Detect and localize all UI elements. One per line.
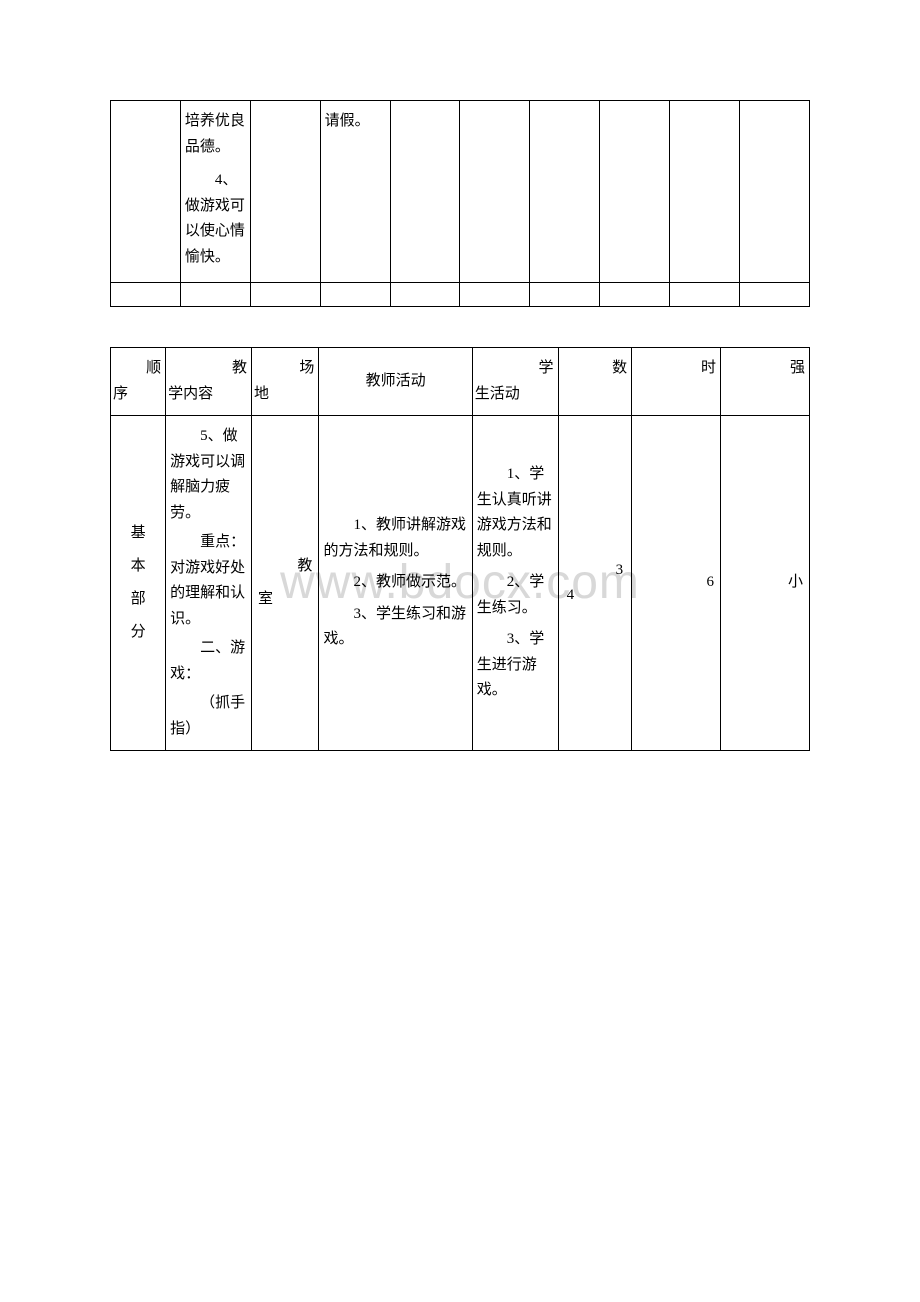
cell xyxy=(390,283,460,307)
cell xyxy=(670,101,740,283)
table-header-row: 顺 序 教 学内容 场 地 教师活动 学 生活动 数 时 强 xyxy=(111,348,810,416)
header-count: 数 xyxy=(558,348,632,416)
lesson-table-upper: 培养优良品德。 4、做游戏可以使心情愉快。 请假。 xyxy=(110,100,810,307)
text: 4、做游戏可以使心情愉快。 xyxy=(185,168,246,270)
cell xyxy=(320,283,390,307)
text: 请假。 xyxy=(325,113,370,129)
text: 2、教师做示范。 xyxy=(323,570,467,596)
cell xyxy=(111,283,181,307)
header-intensity: 强 xyxy=(721,348,810,416)
cell xyxy=(460,283,530,307)
lesson-table-lower: 顺 序 教 学内容 场 地 教师活动 学 生活动 数 时 强 基本部分 5、做游… xyxy=(110,347,810,751)
cell xyxy=(530,283,600,307)
cell-student-activity: 1、学生认真听讲游戏方法和规则。 2、学生练习。 3、学生进行游戏。 xyxy=(472,416,558,751)
cell xyxy=(530,101,600,283)
header-teacher: 教师活动 xyxy=(319,348,472,416)
text: （抓手指） xyxy=(170,691,247,742)
cell-teacher-activity: 1、教师讲解游戏的方法和规则。 2、教师做示范。 3、学生练习和游戏。 xyxy=(319,416,472,751)
cell xyxy=(180,283,250,307)
text: 培养优良品德。 xyxy=(185,113,245,155)
cell xyxy=(390,101,460,283)
cell-teaching-content: 5、做游戏可以调解脑力疲劳。 重点：对游戏好处的理解和认识。 二、游戏： （抓手… xyxy=(166,416,252,751)
table-row xyxy=(111,283,810,307)
text: 重点：对游戏好处的理解和认识。 xyxy=(170,530,247,632)
table-row: 培养优良品德。 4、做游戏可以使心情愉快。 请假。 xyxy=(111,101,810,283)
header-sequence: 顺 序 xyxy=(111,348,166,416)
cell xyxy=(250,101,320,283)
cell xyxy=(111,101,181,283)
cell-content: 培养优良品德。 4、做游戏可以使心情愉快。 xyxy=(180,101,250,283)
header-content: 教 学内容 xyxy=(166,348,252,416)
cell xyxy=(670,283,740,307)
cell xyxy=(600,283,670,307)
cell-venue: 教 室 xyxy=(252,416,319,751)
text: 二、游戏： xyxy=(170,636,247,687)
text: 5、做游戏可以调解脑力疲劳。 xyxy=(170,424,247,526)
cell-intensity: 小 xyxy=(721,416,810,751)
text: 1、教师讲解游戏的方法和规则。 xyxy=(323,513,467,564)
table-row: 基本部分 5、做游戏可以调解脑力疲劳。 重点：对游戏好处的理解和认识。 二、游戏… xyxy=(111,416,810,751)
cell xyxy=(250,283,320,307)
text: 1、学生认真听讲游戏方法和规则。 xyxy=(477,462,554,564)
header-time: 时 xyxy=(632,348,721,416)
cell-section: 基本部分 xyxy=(111,416,166,751)
header-venue: 场 地 xyxy=(252,348,319,416)
header-student: 学 生活动 xyxy=(472,348,558,416)
text: 2、学生练习。 xyxy=(477,570,554,621)
cell-count: 3 4 xyxy=(558,416,632,751)
cell-content: 请假。 xyxy=(320,101,390,283)
cell-time: 6 xyxy=(632,416,721,751)
cell xyxy=(740,101,810,283)
text: 3、学生练习和游戏。 xyxy=(323,602,467,653)
cell xyxy=(460,101,530,283)
text: 3、学生进行游戏。 xyxy=(477,627,554,704)
cell xyxy=(600,101,670,283)
cell xyxy=(740,283,810,307)
